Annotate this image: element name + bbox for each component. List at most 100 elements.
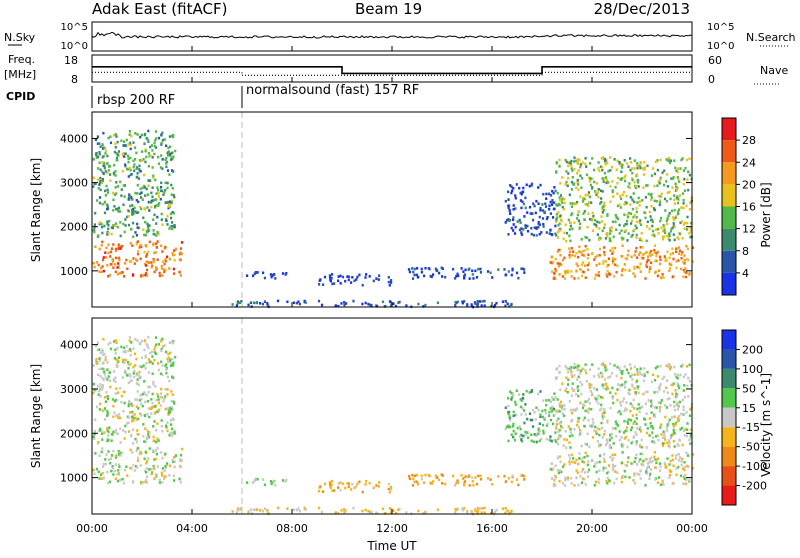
velocity-cell [674, 372, 677, 376]
power-cell [166, 186, 169, 190]
power-cell [132, 235, 135, 238]
velocity-cell [684, 482, 687, 486]
power-cell [586, 256, 589, 260]
power-cell [577, 169, 580, 172]
power-cell [568, 250, 572, 253]
velocity-cell [424, 473, 427, 477]
power-cell [675, 215, 678, 218]
velocity-cell [604, 369, 607, 372]
velocity-cell [565, 376, 568, 379]
velocity-cell [524, 403, 527, 406]
velocity-cell [522, 393, 525, 396]
velocity-cell [102, 465, 105, 468]
power-cell [112, 209, 115, 212]
power-cell [535, 226, 538, 229]
velocity-cell [178, 459, 181, 463]
power-cell [556, 250, 559, 253]
power-cell [668, 256, 671, 260]
velocity-cell [616, 365, 619, 369]
power-cell [586, 248, 589, 251]
power-cell [174, 247, 178, 251]
velocity-cell [674, 388, 677, 392]
velocity-cell [658, 476, 661, 479]
power-cell [689, 201, 692, 205]
velocity-cell [170, 390, 173, 393]
velocity-cell [596, 427, 599, 430]
power-cell [104, 194, 107, 197]
velocity-cell [554, 476, 557, 480]
power-cell [554, 224, 557, 228]
power-cell [570, 167, 573, 170]
velocity-cell [507, 477, 510, 480]
velocity-cell [571, 382, 574, 385]
power-cell [346, 275, 349, 278]
power-cell [116, 225, 119, 229]
velocity-cell [125, 422, 129, 425]
power-cell [156, 258, 159, 261]
velocity-cell [668, 418, 671, 422]
velocity-cell [581, 383, 584, 386]
velocity-cell [330, 483, 333, 487]
power-cell [571, 202, 575, 205]
power-cell [99, 188, 102, 192]
velocity-cell [107, 375, 110, 378]
power-cell [574, 202, 577, 206]
power-cell [454, 300, 457, 304]
velocity-cell [610, 432, 613, 436]
power-cell [159, 166, 162, 169]
velocity-colorbar-segment [722, 427, 736, 447]
velocity-cell [518, 393, 521, 396]
velocity-cell [654, 458, 657, 461]
power-cell [654, 251, 657, 254]
velocity-cell [143, 469, 147, 473]
power-cell [329, 279, 332, 283]
velocity-cell [640, 463, 643, 466]
velocity-cell [682, 482, 685, 485]
velocity-cell [661, 479, 664, 483]
velocity-cell [116, 391, 120, 394]
power-cell [127, 157, 130, 161]
power-cell [557, 231, 560, 234]
velocity-cell [514, 403, 517, 406]
velocity-cell [528, 412, 532, 415]
velocity-cell [166, 393, 169, 396]
power-cell [566, 184, 569, 188]
velocity-cell [549, 435, 552, 439]
power-cell [114, 256, 118, 260]
velocity-cell [341, 482, 345, 486]
velocity-cell [576, 423, 579, 427]
power-cell [121, 152, 124, 156]
velocity-cell [145, 436, 148, 439]
power-cell [588, 180, 591, 183]
velocity-cell [684, 428, 687, 431]
velocity-cell [602, 411, 605, 415]
velocity-cell [589, 368, 592, 371]
velocity-cell [158, 408, 161, 412]
power-cell [634, 224, 637, 228]
velocity-cell [657, 401, 660, 404]
velocity-cell [570, 373, 573, 377]
power-cell [172, 170, 175, 173]
power-cell [645, 239, 648, 243]
power-cell [666, 234, 669, 238]
velocity-cell [617, 383, 620, 386]
velocity-cell [606, 441, 609, 445]
velocity-cell [543, 417, 546, 420]
velocity-cell [474, 476, 477, 479]
power-cell [132, 210, 135, 213]
velocity-cell [171, 393, 174, 396]
velocity-cell [551, 405, 554, 409]
velocity-cell [102, 378, 105, 382]
power-cell [637, 181, 640, 184]
power-cell [609, 229, 612, 232]
power-cell [576, 161, 580, 164]
power-cell [613, 158, 616, 161]
velocity-cell [659, 401, 662, 405]
velocity-cell [107, 438, 110, 442]
velocity-cell [630, 428, 633, 432]
power-cell [584, 157, 587, 160]
power-cell [334, 304, 337, 307]
power-cell [470, 304, 473, 307]
power-cell [622, 190, 625, 194]
